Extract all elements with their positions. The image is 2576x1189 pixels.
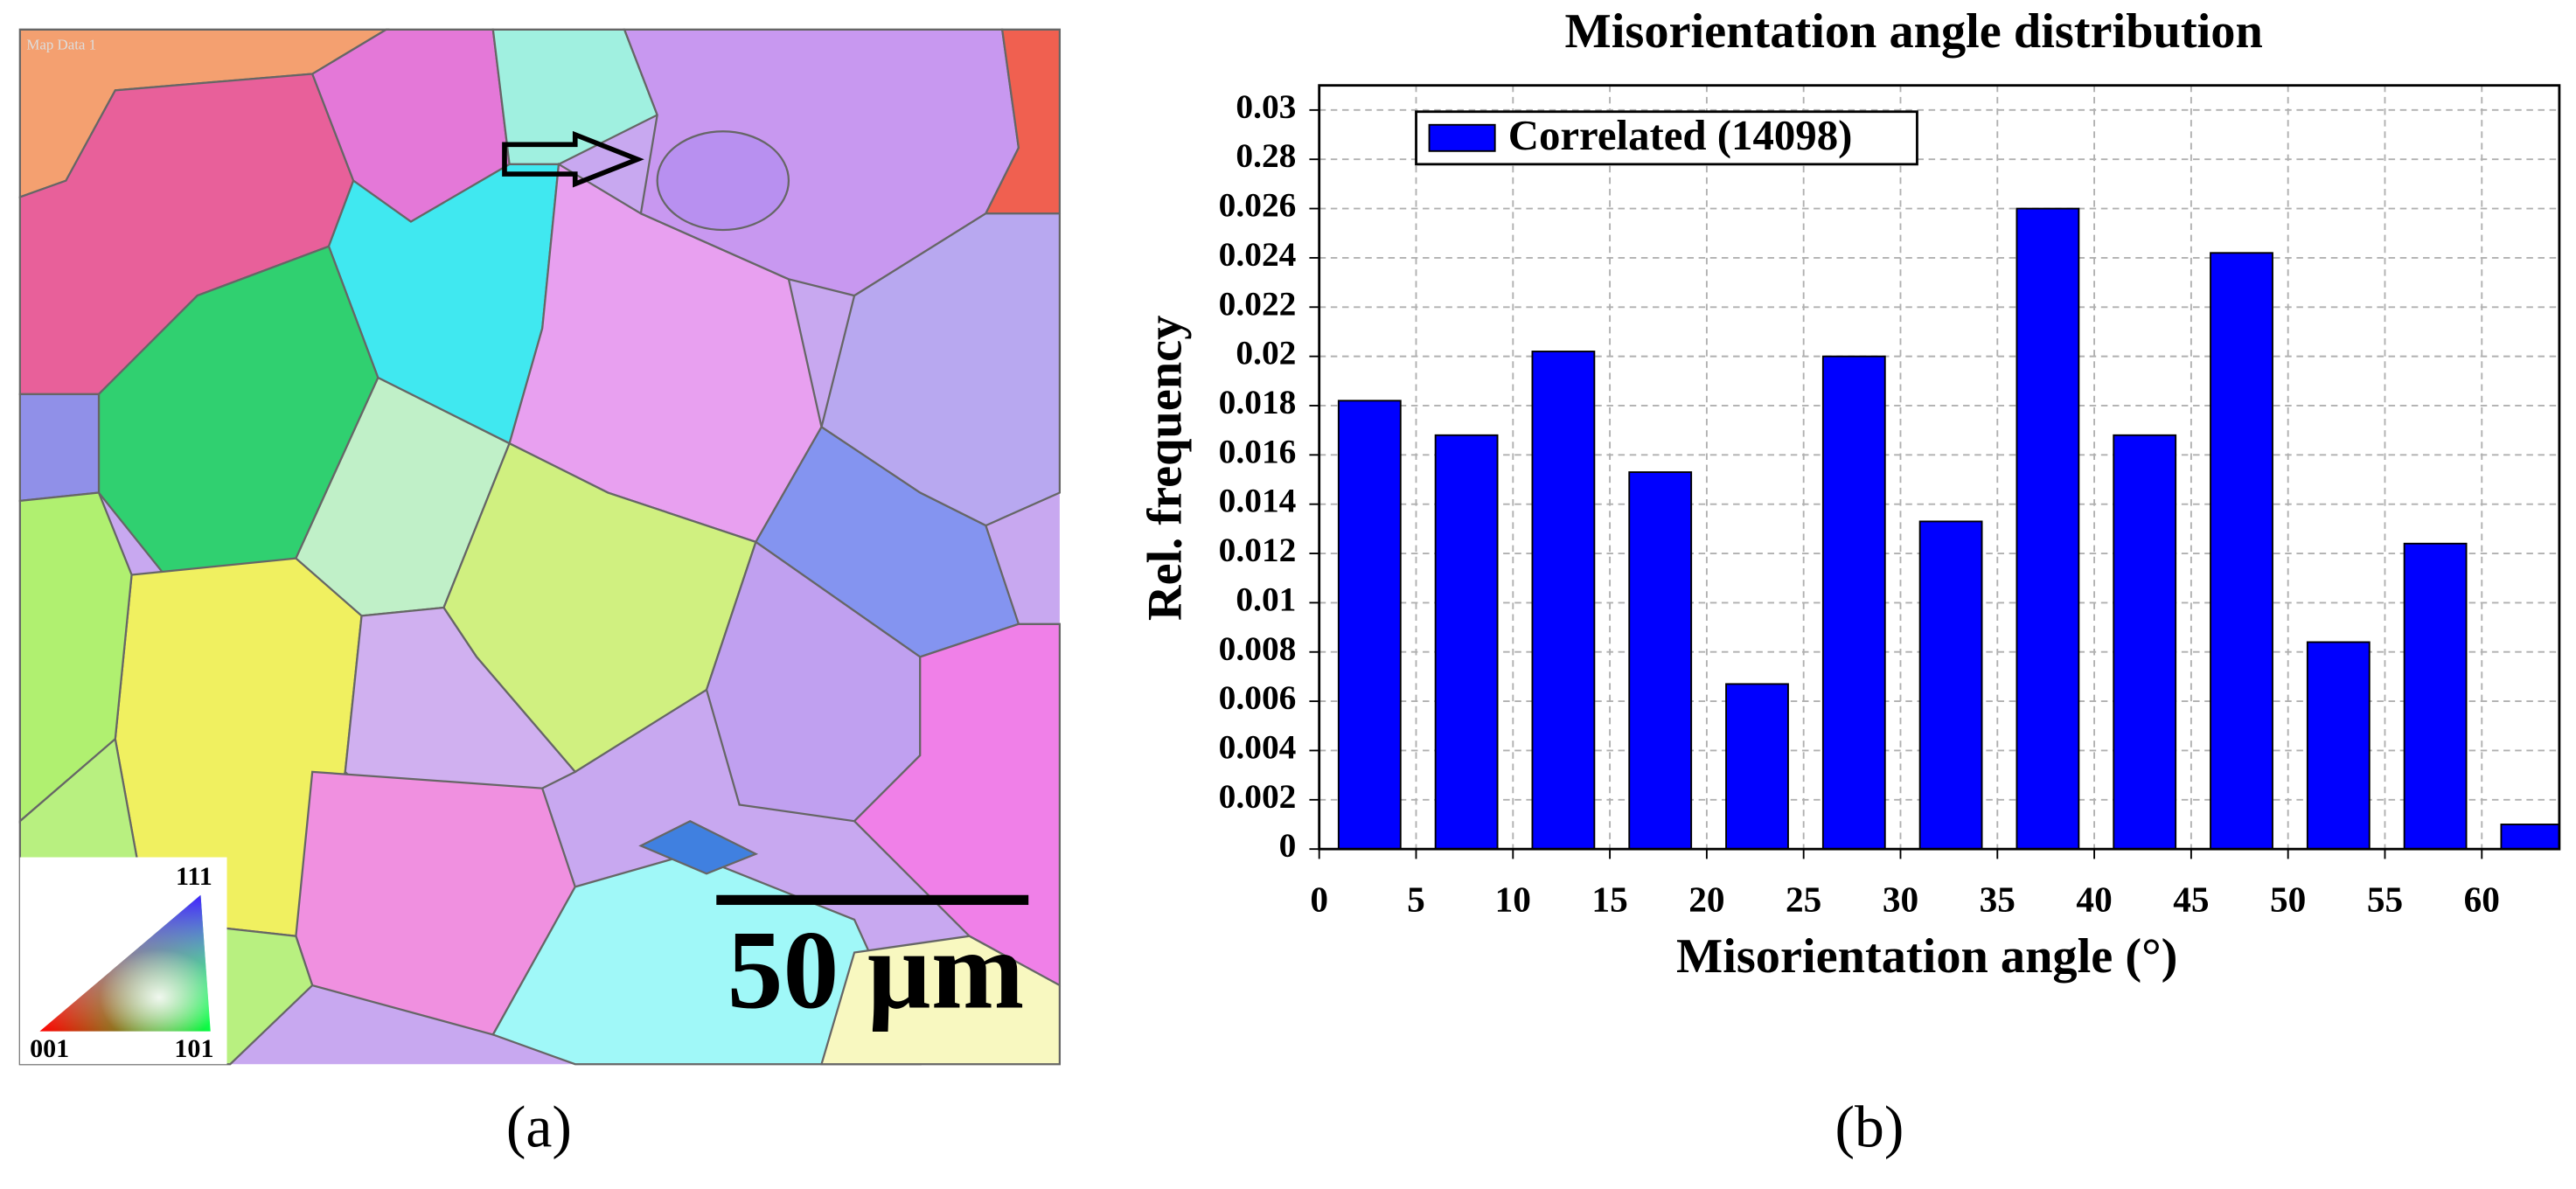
x-tick-label: 15 xyxy=(1591,880,1627,920)
bar xyxy=(2113,434,2177,850)
arrow xyxy=(502,130,644,188)
x-tick-label: 5 xyxy=(1407,880,1425,920)
y-tick-label: 0.02 xyxy=(1236,334,1296,372)
bar xyxy=(2403,542,2468,850)
legend-label: Correlated (14098) xyxy=(1508,111,1853,159)
y-tick-label: 0.026 xyxy=(1219,186,1297,225)
scale-bar-label: 50 µm xyxy=(728,908,1025,1033)
y-tick-label: 0.024 xyxy=(1219,235,1297,274)
legend-swatch xyxy=(1428,123,1496,152)
y-tick-label: 0.014 xyxy=(1219,482,1297,520)
caption: (a) xyxy=(506,1095,572,1160)
bar xyxy=(1725,683,1789,850)
map-label: Map Data 1 xyxy=(26,36,96,52)
y-tick-label: 0.022 xyxy=(1219,284,1297,323)
y-axis-label: Rel. frequency xyxy=(1138,316,1193,621)
x-tick-label: 30 xyxy=(1883,880,1918,920)
x-tick-label: 50 xyxy=(2270,880,2306,920)
bars xyxy=(1337,207,2559,850)
ipf-label: 001 xyxy=(30,1033,69,1063)
x-tick-label: 0 xyxy=(1310,880,1328,920)
ebsd-map: Map Data 1 50 µm 111 001 101 xyxy=(18,28,1062,1066)
x-axis-label: Misorientation angle (°) xyxy=(1676,929,2177,984)
x-tick-label: 10 xyxy=(1495,880,1531,920)
y-tick-label: 0.012 xyxy=(1219,531,1297,569)
ipf-label: 111 xyxy=(176,861,212,891)
y-tick-label: 0.018 xyxy=(1219,383,1297,421)
bar xyxy=(1337,400,1402,850)
bar xyxy=(1531,351,1596,850)
x-tick-label: 60 xyxy=(2464,880,2500,920)
bar xyxy=(2500,824,2559,850)
y-tick-label: 0.006 xyxy=(1219,678,1297,717)
y-tick-label: 0 xyxy=(1279,826,1297,865)
y-tick-label: 0.016 xyxy=(1219,432,1297,470)
bar xyxy=(1918,520,1983,850)
y-tick-label: 0.008 xyxy=(1219,629,1297,668)
x-tick-label: 45 xyxy=(2173,880,2209,920)
x-tick-label: 20 xyxy=(1688,880,1724,920)
legend-box xyxy=(1415,110,1918,166)
bar xyxy=(1434,434,1499,850)
x-tick-label: 40 xyxy=(2076,880,2112,920)
chart-title: Misorientation angle distribution xyxy=(1565,4,2263,59)
x-tick-label: 35 xyxy=(1980,880,2016,920)
y-tick-label: 0.01 xyxy=(1236,580,1296,618)
bar xyxy=(1821,355,1886,850)
bar xyxy=(2016,207,2080,850)
y-tick-label: 0.002 xyxy=(1219,777,1297,816)
y-tick-label: 0.03 xyxy=(1236,87,1296,126)
plot-frame xyxy=(1318,84,2561,851)
bar xyxy=(2210,252,2273,850)
y-tick-label: 0.004 xyxy=(1219,727,1297,766)
ipf-label: 101 xyxy=(174,1033,213,1063)
bar xyxy=(1628,471,1693,850)
scale-bar xyxy=(716,894,1029,906)
bar xyxy=(2306,641,2371,850)
x-tick-label: 55 xyxy=(2367,880,2403,920)
y-tick-label: 0.28 xyxy=(1236,136,1296,175)
caption: (b) xyxy=(1835,1095,1904,1160)
x-tick-label: 25 xyxy=(1786,880,1821,920)
